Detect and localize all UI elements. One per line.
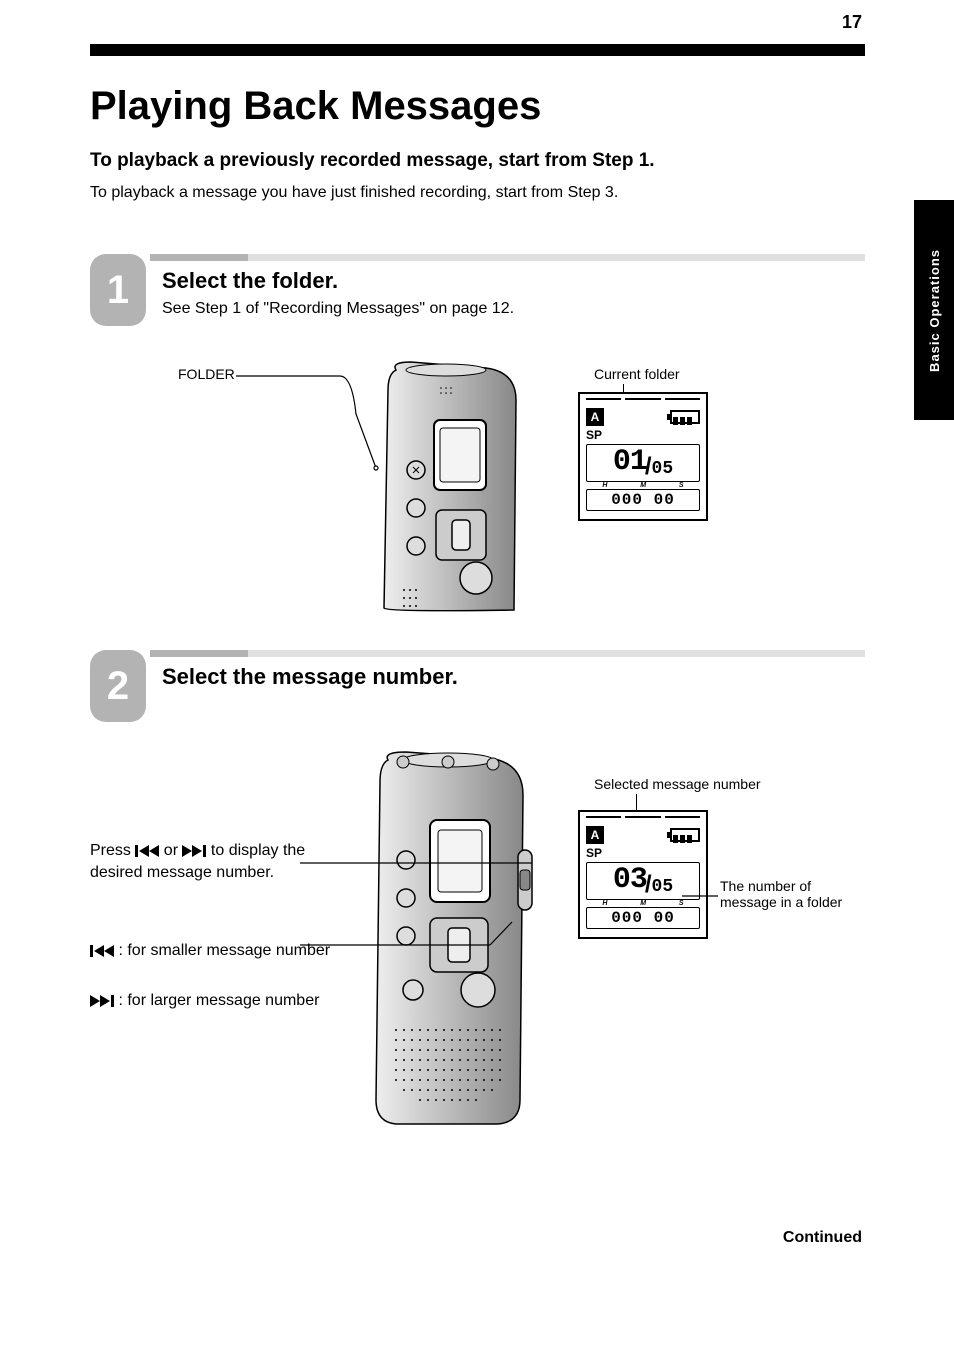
step1-lcd-folder: A [586, 408, 604, 426]
step1-lcd-fraction: 01 / 05 [586, 444, 700, 482]
step2-lcd-small: 05 [652, 877, 674, 897]
step1-number: 1 [107, 268, 129, 313]
step1-lcd-small: 05 [652, 459, 674, 479]
step2-lcd-callout-bottom-line [682, 888, 722, 908]
step1-lcd-callout: Current folder [594, 366, 680, 382]
battery-icon [670, 828, 700, 842]
step1-lcd-hms: H M S [586, 482, 700, 489]
step1-rule-light [248, 254, 865, 261]
battery-icon [670, 410, 700, 424]
page-intro: To playback a message you have just fini… [90, 184, 618, 202]
step2-callout-line-2 [300, 920, 518, 950]
page-subtitle: To playback a previously recorded messag… [90, 150, 655, 172]
step1-lcd-big: 01 [613, 445, 647, 479]
step2-body-mid: or [164, 842, 183, 859]
step2-lcd-mode: SP [586, 846, 700, 860]
step1-bullet: 1 [90, 254, 146, 326]
continued-label: Continued [783, 1227, 862, 1249]
step2-rule-light [248, 650, 865, 657]
step2-lcd-time: 000 00 [586, 907, 700, 929]
step2-next-line: : for larger message number [90, 990, 350, 1012]
step2-callout-line-1 [300, 858, 538, 878]
step1-rule-dark [150, 254, 248, 261]
step2-body-before: Press [90, 842, 135, 859]
step2-bullet: 2 [90, 650, 146, 722]
side-tab-label: Basic Operations [927, 249, 942, 372]
step2-number: 2 [107, 664, 129, 709]
step2-rule-dark [150, 650, 248, 657]
step2-lcd-callout-bottom: The number of message in a folder [720, 878, 870, 910]
step1-lcd-mode: SP [586, 428, 700, 442]
step2-lcd-big: 03 [613, 863, 647, 897]
step1-lcd-time: 000 00 [586, 489, 700, 511]
step1-device-callout: FOLDER [178, 366, 235, 382]
step1-title: Select the folder. [162, 268, 338, 294]
step1-callout-line [236, 374, 416, 474]
step1-lcd: A SP 01 / 05 H M S 000 00 [578, 392, 708, 521]
skip-next-icon [182, 845, 206, 857]
step2-lcd-folder: A [586, 826, 604, 844]
step2-lcd: A SP 03 / 05 H M S 000 00 [578, 810, 708, 939]
step2-title: Select the message number. [162, 664, 458, 690]
skip-prev-icon [90, 945, 114, 957]
step1-sub: See Step 1 of "Recording Messages" on pa… [162, 300, 514, 318]
page-title: Playing Back Messages [90, 84, 541, 129]
side-tab-basic-operations: Basic Operations [914, 200, 954, 420]
skip-prev-icon [135, 845, 159, 857]
page-number: 17 [842, 12, 862, 33]
step2-lcd-callout-top: Selected message number [594, 776, 774, 792]
skip-next-icon [90, 995, 114, 1007]
top-rule [90, 44, 865, 56]
